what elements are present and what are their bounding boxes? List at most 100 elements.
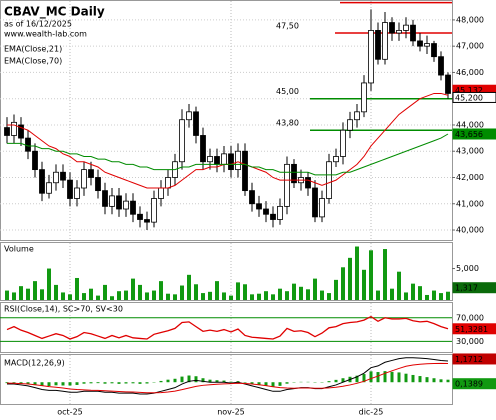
volume-bar <box>271 294 275 300</box>
histogram-bar <box>19 382 23 384</box>
candle-body <box>291 163 297 184</box>
volume-bar <box>173 294 177 300</box>
candle-body <box>375 30 381 60</box>
volume-bar <box>320 290 324 300</box>
volume-bar <box>439 293 443 300</box>
histogram-bar <box>425 377 429 383</box>
candle-body <box>382 22 388 60</box>
histogram-bar <box>418 376 422 383</box>
candle-body <box>277 205 283 220</box>
histogram-bar <box>12 382 16 383</box>
candle-body <box>438 56 444 76</box>
histogram-bar <box>257 382 261 386</box>
candle-body <box>60 171 66 181</box>
candle-body <box>403 24 409 31</box>
candle-body <box>417 40 423 47</box>
candle-body <box>200 135 206 163</box>
candle-body <box>256 203 262 210</box>
volume-bar <box>194 284 198 300</box>
candle-body <box>368 30 374 84</box>
volume-bar <box>418 286 422 300</box>
volume-bar <box>299 286 303 300</box>
candle-body <box>137 213 143 220</box>
candle-body <box>270 213 276 220</box>
volume-bar <box>285 291 289 300</box>
candle-body <box>214 156 220 165</box>
rsi-line <box>6 315 449 340</box>
volume-bar <box>166 293 170 300</box>
candle-body <box>123 200 129 210</box>
level-label: 43,80 <box>276 119 299 128</box>
last-value-box <box>452 323 496 335</box>
candle-body <box>347 119 353 131</box>
histogram-bar <box>446 379 450 383</box>
histogram-bar <box>61 382 65 386</box>
candle-body <box>18 124 24 139</box>
volume-bar <box>33 281 37 300</box>
panel-frame <box>0 302 453 353</box>
histogram-bar <box>201 378 205 383</box>
histogram-bar <box>187 375 191 383</box>
candle-body <box>249 190 255 205</box>
last-value-box <box>452 282 496 294</box>
histogram-bar <box>376 372 380 383</box>
candle-body <box>228 153 234 171</box>
volume-bar <box>68 294 72 300</box>
panel-title: MACD(12,26,9) <box>4 359 65 368</box>
histogram-bar <box>285 382 289 384</box>
histogram-bar <box>5 382 9 384</box>
histogram-bar <box>117 382 121 384</box>
candle-body <box>81 169 87 189</box>
volume-bar <box>110 296 114 300</box>
candle-body <box>424 43 430 47</box>
last-value-box <box>452 128 496 140</box>
histogram-bar <box>54 382 58 386</box>
histogram-bar <box>327 381 331 383</box>
volume-bar <box>250 294 254 300</box>
candle-body <box>109 195 115 207</box>
volume-bar <box>61 292 65 300</box>
histogram-bar <box>404 373 408 383</box>
volume-bar <box>82 293 86 300</box>
last-value-label: 43,656 <box>455 130 483 139</box>
candle-body <box>284 163 290 207</box>
histogram-bar <box>432 378 436 383</box>
y-tick-label: 30,000 <box>456 337 484 346</box>
volume-bar <box>138 284 142 300</box>
y-tick-label: 41,000 <box>456 199 484 208</box>
histogram-bar <box>355 375 359 383</box>
volume-bar <box>26 288 30 300</box>
volume-bar <box>152 290 156 300</box>
legend-entry: EMA(Close,70) <box>4 57 62 66</box>
volume-bar <box>54 284 58 300</box>
macd-line <box>7 357 449 395</box>
volume-bar <box>404 292 408 300</box>
histogram-bar <box>180 376 184 383</box>
candle-body <box>39 169 45 194</box>
histogram-bar <box>383 371 387 383</box>
last-value-label: 51,3281 <box>455 325 488 334</box>
histogram-bar <box>411 374 415 383</box>
ema-line <box>7 133 449 176</box>
histogram-bar <box>194 376 198 383</box>
candle-body <box>95 177 101 192</box>
candle-body <box>431 43 437 58</box>
volume-bar <box>397 271 401 300</box>
volume-bar <box>180 285 184 300</box>
candle-body <box>151 198 157 223</box>
volume-bar <box>376 290 380 300</box>
volume-bar <box>187 274 191 300</box>
volume-bar <box>334 279 338 300</box>
candle-body <box>53 171 59 184</box>
volume-bar <box>159 281 163 300</box>
candle-body <box>116 195 122 210</box>
histogram-bar <box>124 382 128 384</box>
y-tick-label: 42,000 <box>456 173 484 182</box>
last-value-label: 0,1389 <box>455 380 483 389</box>
y-tick-label: 43,000 <box>456 147 484 156</box>
histogram-bar <box>362 374 366 383</box>
candle-body <box>305 177 311 189</box>
volume-bar <box>341 267 345 300</box>
candle-body <box>221 153 227 165</box>
